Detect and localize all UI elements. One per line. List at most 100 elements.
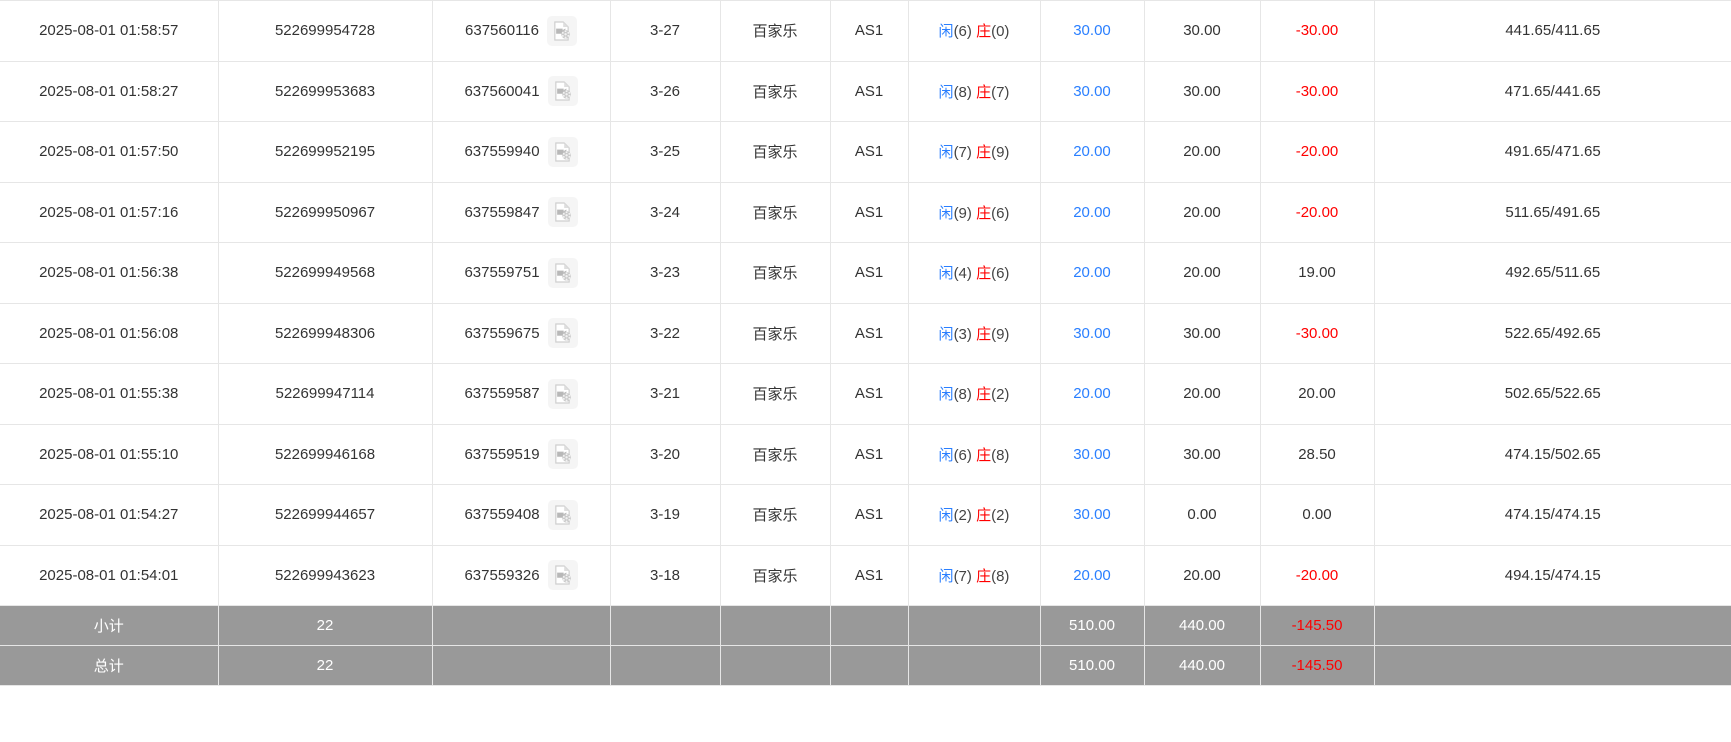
shoe-round-cell: 3-21 bbox=[610, 363, 721, 425]
bet-time-cell: 2025-08-01 01:57:50 bbox=[0, 121, 219, 183]
bet-amount-cell: 30.00 bbox=[1040, 61, 1145, 122]
bet-id-cell: 522699949568 bbox=[218, 242, 433, 304]
bet-id-cell: 522699943623 bbox=[218, 545, 433, 606]
payout-amount-cell: 0.00 bbox=[1260, 484, 1375, 546]
table-row: 2025-08-01 01:56:38 522699949568 637559751… bbox=[0, 242, 1731, 304]
bet-result-cell: 闲(9) 庄(6) bbox=[908, 182, 1041, 243]
game-name-cell: 百家乐 bbox=[720, 545, 831, 606]
payout-amount-cell: -20.00 bbox=[1260, 121, 1375, 183]
table-row: 2025-08-01 01:54:01 522699943623 637559326… bbox=[0, 545, 1731, 606]
bet-time-cell: 2025-08-01 01:55:10 bbox=[0, 424, 219, 485]
bet-time-cell: 2025-08-01 01:54:27 bbox=[0, 484, 219, 546]
banker-label: 庄 bbox=[976, 83, 992, 101]
table-code-cell: AS1 bbox=[830, 61, 909, 122]
bet-time-cell: 2025-08-01 01:58:27 bbox=[0, 61, 219, 122]
banker-label: 庄 bbox=[976, 507, 992, 525]
bet-result-cell: 闲(6) 庄(8) bbox=[908, 424, 1041, 485]
bet-amount-cell: 30.00 bbox=[1040, 484, 1145, 546]
video-file-icon[interactable] bbox=[547, 560, 578, 591]
player-points: (2) bbox=[953, 507, 972, 525]
valid-amount-cell: 0.00 bbox=[1144, 484, 1261, 546]
table-code-cell: AS1 bbox=[830, 182, 909, 243]
banker-label: 庄 bbox=[976, 265, 992, 283]
valid-amount-cell: 20.00 bbox=[1144, 363, 1261, 425]
summary-empty-shoe bbox=[610, 605, 721, 646]
video-file-icon[interactable] bbox=[546, 15, 577, 46]
summary-empty-game bbox=[720, 605, 831, 646]
bet-amount-cell: 30.00 bbox=[1040, 424, 1145, 485]
banker-points: (6) bbox=[991, 265, 1010, 283]
summary-count: 22 bbox=[218, 645, 433, 686]
player-label: 闲 bbox=[938, 204, 954, 222]
shoe-round-cell: 3-19 bbox=[610, 484, 721, 546]
player-label: 闲 bbox=[938, 386, 954, 404]
round-id-cell: 637559326 bbox=[432, 545, 611, 606]
round-id-cell: 637559408 bbox=[432, 484, 611, 546]
bet-result-cell: 闲(6) 庄(0) bbox=[908, 0, 1041, 62]
bet-result-cell: 闲(8) 庄(2) bbox=[908, 363, 1041, 425]
shoe-round-cell: 3-23 bbox=[610, 242, 721, 304]
summary-label: 小计 bbox=[0, 605, 219, 646]
bet-time-cell: 2025-08-01 01:55:38 bbox=[0, 363, 219, 425]
balance-cell: 522.65/492.65 bbox=[1374, 303, 1731, 364]
shoe-round-cell: 3-20 bbox=[610, 424, 721, 485]
bet-result-cell: 闲(8) 庄(7) bbox=[908, 61, 1041, 122]
payout-amount-cell: 20.00 bbox=[1260, 363, 1375, 425]
balance-cell: 502.65/522.65 bbox=[1374, 363, 1731, 425]
video-file-icon[interactable] bbox=[547, 197, 578, 228]
bet-id-cell: 522699953683 bbox=[218, 61, 433, 122]
payout-amount-cell: -20.00 bbox=[1260, 545, 1375, 606]
betting-records-summary: 小计 22 510.00 440.00 -145.50 总计 22 510.00 440.00-… bbox=[0, 605, 1731, 686]
bet-amount-cell: 20.00 bbox=[1040, 121, 1145, 183]
table-row: 2025-08-01 01:55:38 522699947114 637559587… bbox=[0, 363, 1731, 425]
game-name-cell: 百家乐 bbox=[720, 182, 831, 243]
round-id-cell: 637559751 bbox=[432, 242, 611, 304]
summary-empty-game bbox=[720, 645, 831, 686]
summary-count: 22 bbox=[218, 605, 433, 646]
shoe-round-cell: 3-24 bbox=[610, 182, 721, 243]
bet-time-cell: 2025-08-01 01:56:08 bbox=[0, 303, 219, 364]
video-file-icon[interactable] bbox=[547, 378, 578, 409]
summary-valid-amount: 440.00 bbox=[1144, 605, 1261, 646]
video-file-icon[interactable] bbox=[547, 136, 578, 167]
payout-amount-cell: 28.50 bbox=[1260, 424, 1375, 485]
banker-points: (9) bbox=[991, 325, 1010, 343]
round-id-text: 637560041 bbox=[464, 82, 540, 100]
video-file-icon[interactable] bbox=[547, 318, 578, 349]
video-file-icon[interactable] bbox=[547, 499, 578, 530]
banker-label: 庄 bbox=[976, 23, 992, 41]
player-points: (8) bbox=[953, 83, 972, 101]
banker-label: 庄 bbox=[976, 204, 992, 222]
banker-points: (7) bbox=[991, 83, 1010, 101]
balance-cell: 494.15/474.15 bbox=[1374, 545, 1731, 606]
round-id-text: 637560116 bbox=[465, 22, 539, 40]
valid-amount-cell: 20.00 bbox=[1144, 545, 1261, 606]
game-name-cell: 百家乐 bbox=[720, 363, 831, 425]
bet-amount-cell: 30.00 bbox=[1040, 0, 1145, 62]
video-file-icon[interactable] bbox=[547, 439, 578, 470]
payout-amount-cell: -20.00 bbox=[1260, 182, 1375, 243]
bet-amount-cell: 30.00 bbox=[1040, 303, 1145, 364]
video-file-icon[interactable] bbox=[547, 257, 578, 288]
video-file-icon[interactable] bbox=[547, 76, 578, 107]
game-name-cell: 百家乐 bbox=[720, 424, 831, 485]
summary-empty-balance bbox=[1374, 605, 1731, 646]
bet-result-cell: 闲(7) 庄(8) bbox=[908, 545, 1041, 606]
banker-points: (2) bbox=[991, 507, 1010, 525]
summary-payout-amount: -145.50 bbox=[1260, 605, 1375, 646]
round-id-cell: 637559587 bbox=[432, 363, 611, 425]
table-code-cell: AS1 bbox=[830, 121, 909, 183]
banker-label: 庄 bbox=[976, 144, 992, 162]
summary-valid-amount: 440.00 bbox=[1144, 645, 1261, 686]
table-code-cell: AS1 bbox=[830, 484, 909, 546]
round-id-text: 637559675 bbox=[464, 324, 540, 342]
player-points: (7) bbox=[953, 144, 972, 162]
table-code-cell: AS1 bbox=[830, 424, 909, 485]
bet-time-cell: 2025-08-01 01:58:57 bbox=[0, 0, 219, 62]
banker-points: (0) bbox=[991, 23, 1010, 41]
banker-points: (6) bbox=[991, 204, 1010, 222]
player-label: 闲 bbox=[938, 446, 954, 464]
summary-empty-balance bbox=[1374, 645, 1731, 686]
balance-cell: 441.65/411.65 bbox=[1374, 0, 1731, 62]
round-id-text: 637559847 bbox=[464, 203, 540, 221]
